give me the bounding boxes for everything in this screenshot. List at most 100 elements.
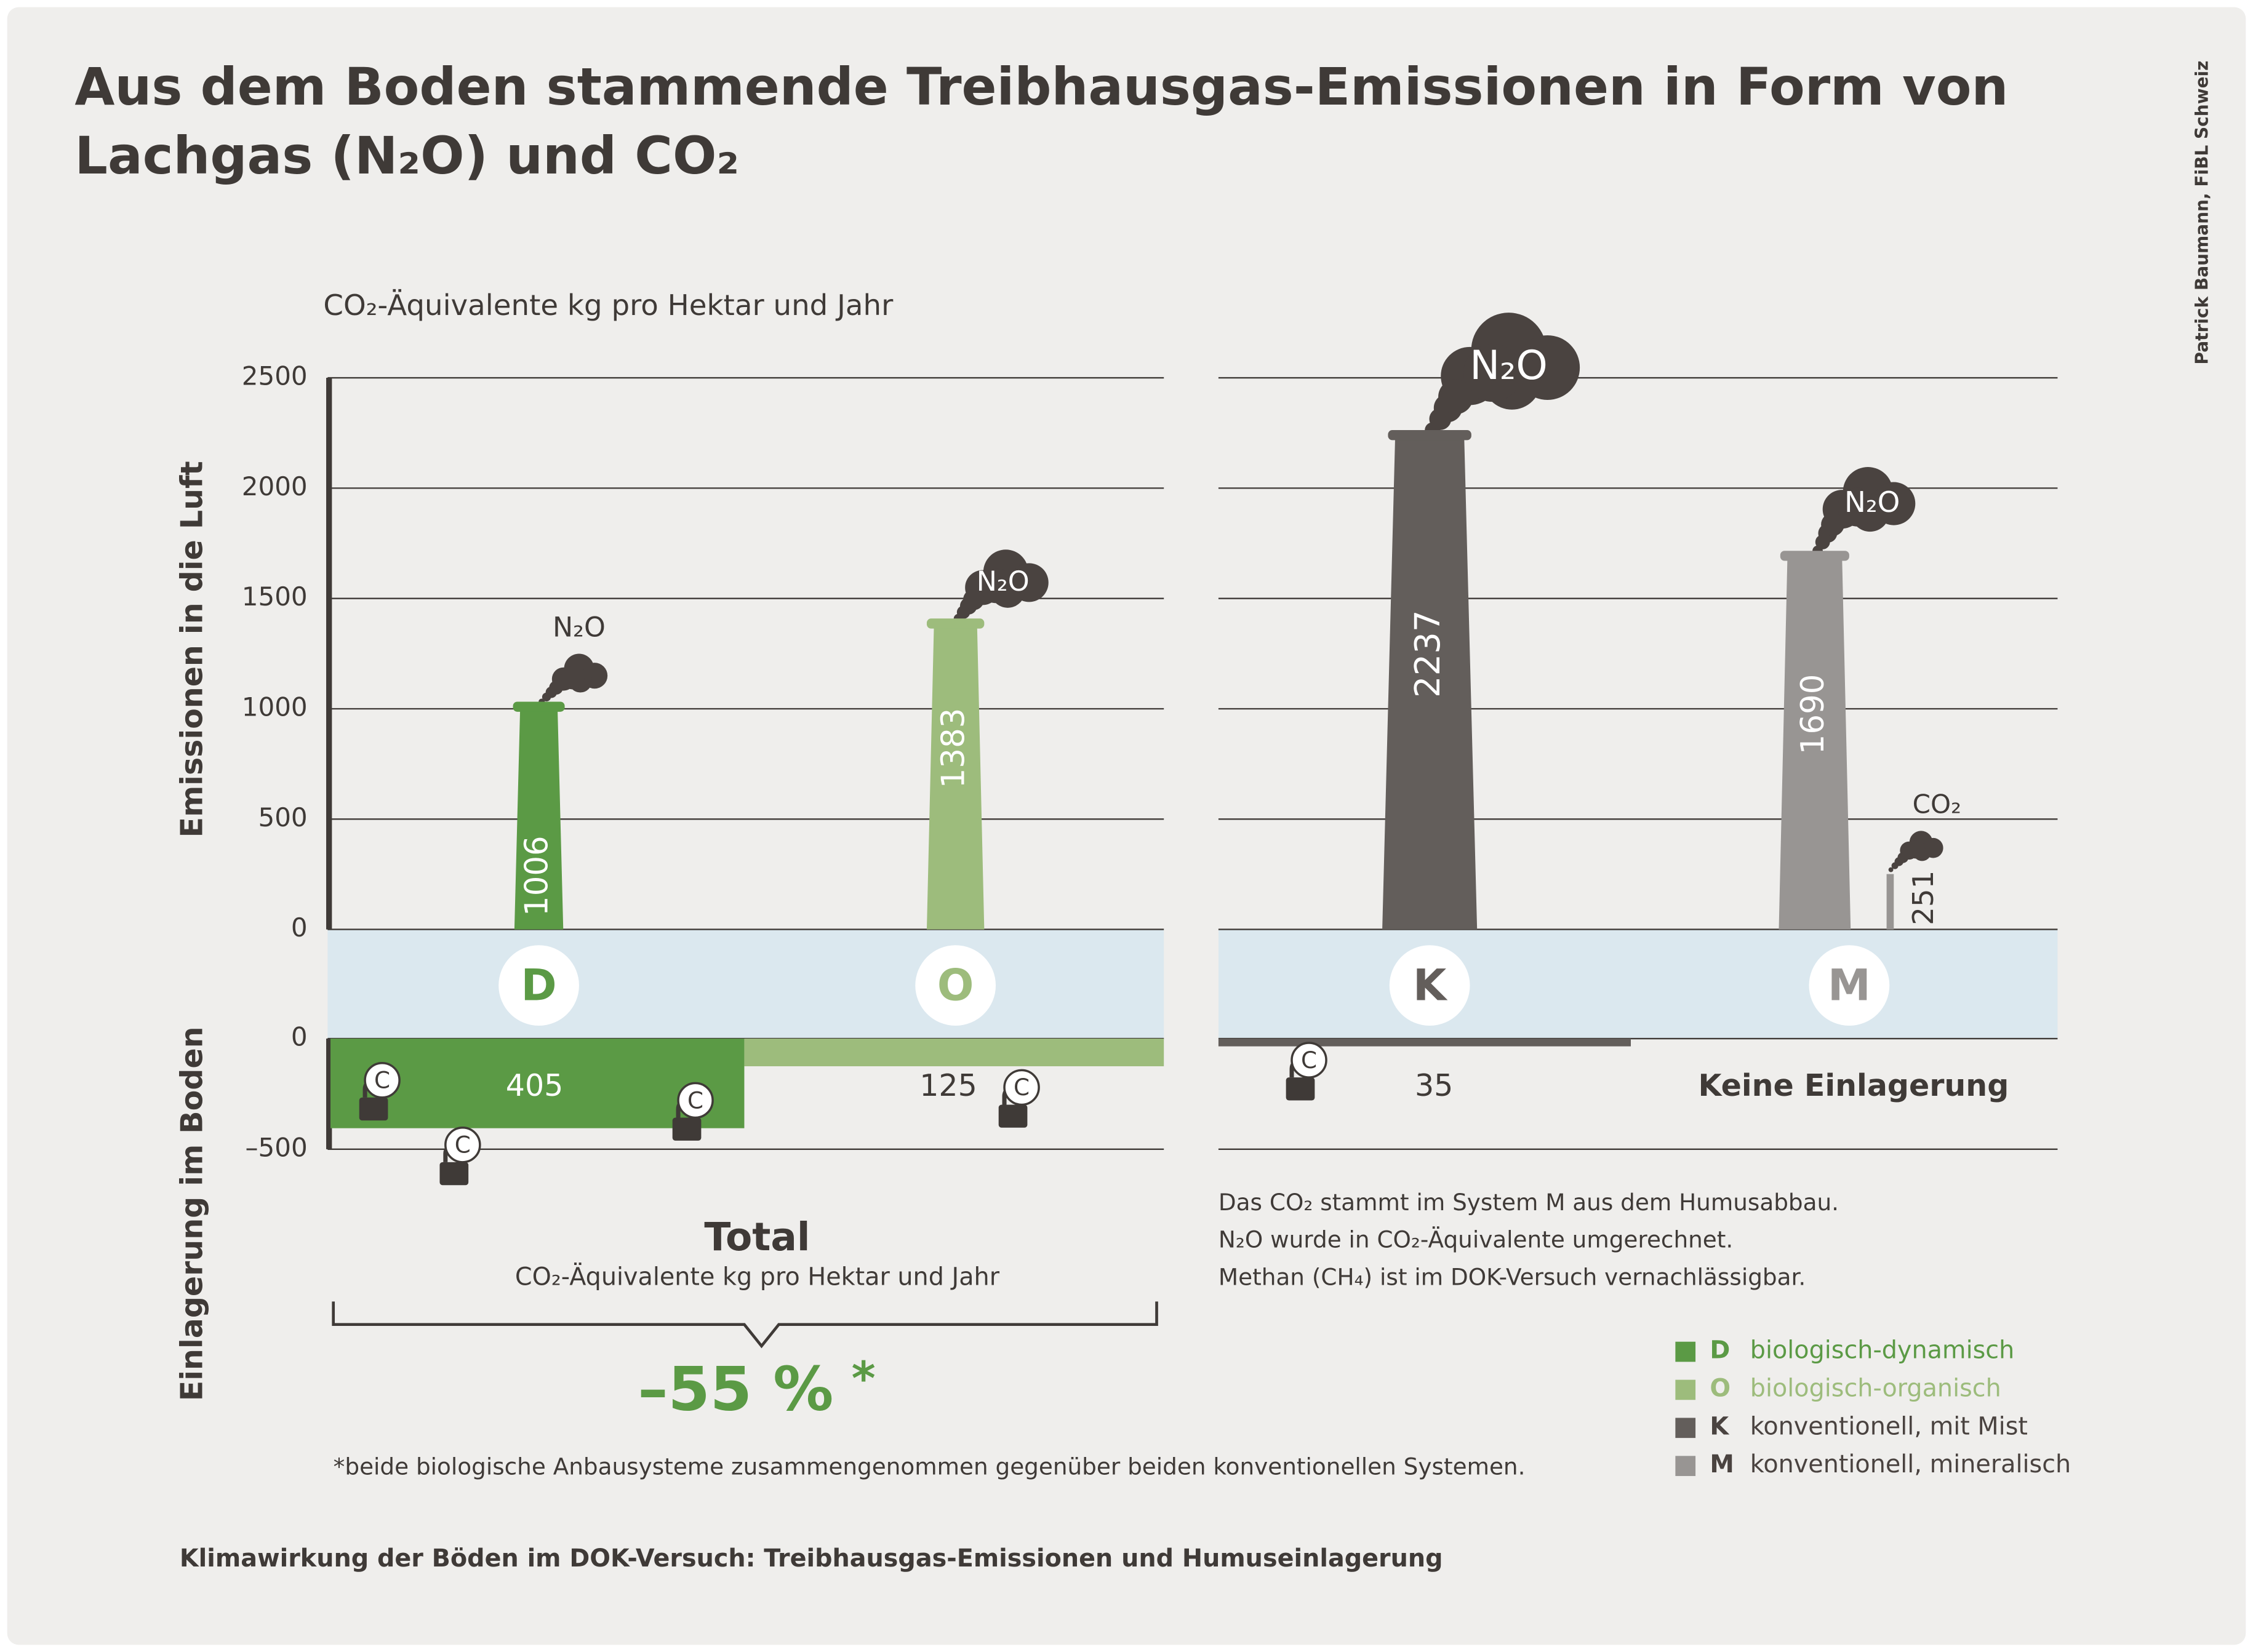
carbon-lock: C — [359, 1061, 401, 1121]
legend-swatch — [1675, 1418, 1696, 1439]
total-unit: CO₂-Äquivalente kg pro Hektar und Jahr — [515, 1263, 1000, 1291]
cloud-trail — [1897, 852, 1909, 863]
value-label: 2237 — [1408, 610, 1448, 698]
cloud-puff — [978, 568, 1014, 604]
chimney-rim — [1780, 551, 1849, 561]
carbon-symbol: C — [687, 1087, 703, 1114]
caption: Klimawirkung der Böden im DOK-Versuch: T… — [180, 1544, 1443, 1573]
gas-label: N₂O — [977, 566, 1030, 597]
lock-body — [1286, 1077, 1315, 1101]
y-tick-label: 2500 — [242, 361, 308, 391]
chimney — [1382, 436, 1478, 930]
chimney-rim — [1388, 430, 1471, 441]
cloud-trail — [1438, 379, 1473, 415]
title-line: Lachgas (N₂O) und CO₂ — [74, 126, 739, 186]
lock-body — [359, 1097, 388, 1121]
category-band — [327, 929, 1164, 1039]
legend-key: M — [1710, 1450, 1734, 1478]
category-circle — [1389, 945, 1470, 1026]
cloud-puff — [1838, 487, 1877, 527]
note: Methan (CH₄) ist im DOK-Versuch vernachl… — [1219, 1263, 1806, 1290]
brace — [332, 1301, 1158, 1349]
carbon-circle — [1003, 1069, 1040, 1106]
footnote: *beide biologische Anbausysteme zusammen… — [334, 1453, 1526, 1480]
storage-label: 125 — [919, 1067, 977, 1103]
legend-label: biologisch-dynamisch — [1750, 1336, 2015, 1365]
gas-label: CO₂ — [1913, 789, 1961, 819]
storage-label: Keine Einlagerung — [1698, 1067, 2009, 1103]
title-line: Aus dem Boden stammende Treibhausgas-Emi… — [74, 57, 2008, 117]
cloud — [1888, 831, 1943, 872]
carbon-symbol: C — [1014, 1074, 1030, 1101]
y-tick-label: 500 — [258, 802, 307, 832]
chimney — [514, 707, 564, 930]
cloud-trail — [1888, 867, 1894, 872]
y-tick-label: –500 — [245, 1132, 307, 1162]
legend-label: konventionell, mineralisch — [1750, 1450, 2071, 1478]
background — [7, 7, 2246, 1645]
carbon-symbol: C — [374, 1067, 390, 1094]
cloud — [953, 549, 1049, 623]
carbon-lock: C — [672, 1082, 714, 1141]
cloud-puff — [1463, 343, 1522, 402]
cloud-puff — [1907, 840, 1926, 859]
gas-label: N₂O — [553, 612, 606, 644]
category-label: K — [1413, 960, 1448, 1010]
total-title: Total — [704, 1214, 810, 1259]
storage-label: 405 — [506, 1067, 564, 1103]
legend-swatch — [1675, 1456, 1696, 1476]
gas-label: N₂O — [1844, 486, 1900, 519]
chimney — [926, 624, 985, 930]
unit-label: CO₂-Äquivalente kg pro Hektar und Jahr — [323, 289, 894, 322]
cloud-trail — [963, 589, 985, 610]
category-circle — [498, 945, 579, 1026]
category-circle — [915, 945, 996, 1026]
category-band — [1218, 929, 2058, 1039]
co2-bar — [1886, 874, 1894, 930]
lock-body — [439, 1162, 469, 1186]
cloud-trail — [549, 680, 564, 695]
legend-key: K — [1710, 1412, 1729, 1440]
legend-swatch — [1675, 1379, 1696, 1400]
category-label: D — [521, 960, 557, 1010]
lock-body — [672, 1117, 702, 1141]
carbon-circle — [364, 1061, 401, 1099]
legend-key: O — [1710, 1374, 1731, 1402]
carbon-lock: C — [439, 1127, 481, 1186]
carbon-symbol: C — [1301, 1047, 1317, 1074]
chimney-rim — [513, 701, 565, 712]
value-label: 1383 — [935, 708, 972, 789]
chimney — [1779, 556, 1851, 930]
y-tick-label: 0 — [291, 912, 308, 943]
lock-body — [998, 1104, 1028, 1128]
value-label: 251 — [1907, 871, 1940, 925]
note: N₂O wurde in CO₂-Äquivalente umgerechnet… — [1219, 1226, 1733, 1253]
note: Das CO₂ stammt im System M aus dem Humus… — [1219, 1189, 1839, 1216]
carbon-circle — [677, 1082, 714, 1119]
reduction-mark: * — [852, 1352, 876, 1406]
category-label: M — [1828, 960, 1871, 1010]
y-tick-label: 0 — [291, 1022, 308, 1052]
legend-swatch — [1675, 1341, 1696, 1362]
y-tick-label: 2000 — [242, 471, 308, 501]
y-axis-label: Einlagerung im Boden — [174, 1027, 210, 1402]
reduction: –55 % — [638, 1355, 834, 1425]
chimney-rim — [926, 618, 985, 629]
cloud — [1812, 467, 1916, 556]
y-tick-label: 1500 — [242, 581, 308, 612]
carbon-circle — [444, 1127, 481, 1163]
category-label: O — [937, 960, 974, 1010]
carbon-circle — [1291, 1042, 1327, 1079]
legend-label: biologisch-organisch — [1750, 1374, 2001, 1402]
storage-bar — [1218, 1039, 1631, 1047]
value-label: 1006 — [519, 836, 556, 916]
value-label: 1690 — [1795, 674, 1831, 755]
carbon-symbol: C — [455, 1131, 471, 1159]
legend-label: konventionell, mit Mist — [1750, 1412, 2028, 1440]
cloud-trail — [1821, 513, 1844, 537]
carbon-lock: C — [1286, 1042, 1327, 1101]
storage-bar — [744, 1039, 1164, 1066]
y-axis-label: Emissionen in die Luft — [174, 461, 210, 837]
